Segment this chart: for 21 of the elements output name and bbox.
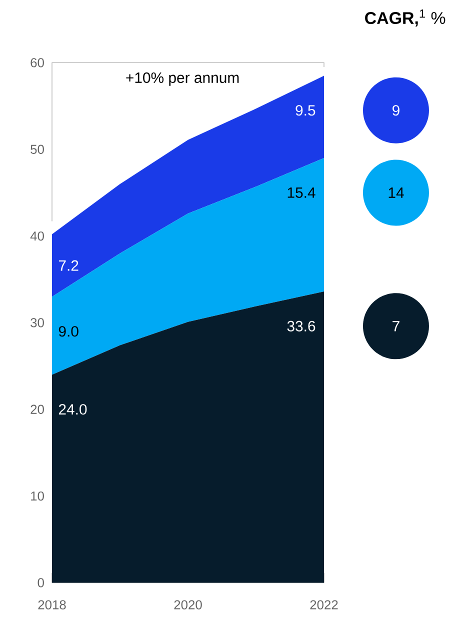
y-tick-label: 30: [30, 318, 44, 328]
y-tick-label: 60: [30, 58, 44, 68]
y-tick-label: 50: [30, 144, 44, 154]
data-label: 9.0: [58, 326, 78, 337]
data-label: 24.0: [58, 404, 87, 415]
x-tick-label: 2020: [174, 600, 202, 610]
legend-title: CAGR,$^{1}$ %: [365, 9, 446, 27]
y-tick-label: 40: [30, 231, 44, 241]
annotation: +10% per annum: [126, 72, 239, 86]
x-tick-label: 2018: [38, 600, 66, 610]
data-label: 7.2: [58, 260, 78, 271]
text: 14: [388, 188, 404, 198]
text: 9: [392, 105, 400, 116]
y-tick-label: 10: [31, 491, 44, 501]
data-label: 9.5: [296, 105, 316, 116]
data-label: 15.4: [288, 187, 316, 198]
y-tick-label: 20: [30, 404, 44, 414]
text: 7: [392, 321, 400, 332]
data-label: 33.6: [287, 320, 316, 332]
x-tick-label: 2022: [310, 600, 338, 610]
y-tick-label: 0: [38, 578, 44, 588]
